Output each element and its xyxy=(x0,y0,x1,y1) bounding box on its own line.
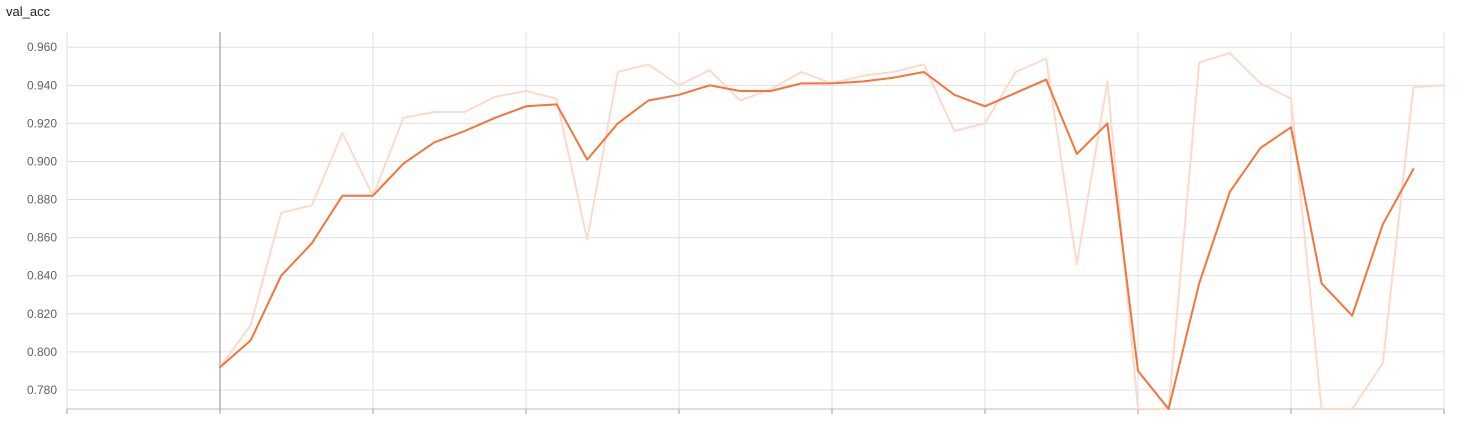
y-tick-label: 0.900 xyxy=(27,154,57,168)
y-tick-label: 0.820 xyxy=(27,307,57,321)
y-tick-label: 0.840 xyxy=(27,269,57,283)
y-tick-label: 0.860 xyxy=(27,231,57,245)
grid-lines xyxy=(66,32,1445,410)
series-line-smoothed xyxy=(219,71,1415,410)
y-tick-label: 0.940 xyxy=(27,78,57,92)
y-tick-label: 0.780 xyxy=(27,383,57,397)
y-tick-label: 0.920 xyxy=(27,116,57,130)
y-axis-tick-labels: 0.780 0.800 0.820 0.840 0.860 0.880 0.900 0.920… xyxy=(27,40,57,397)
y-tick-label: 0.960 xyxy=(27,40,57,54)
y-tick-label: 0.800 xyxy=(27,345,57,359)
x-axis-ticks xyxy=(66,409,1445,414)
series-lines xyxy=(219,51,1445,410)
y-tick-label: 0.880 xyxy=(27,193,57,207)
chart-title: val_acc xyxy=(6,4,51,19)
